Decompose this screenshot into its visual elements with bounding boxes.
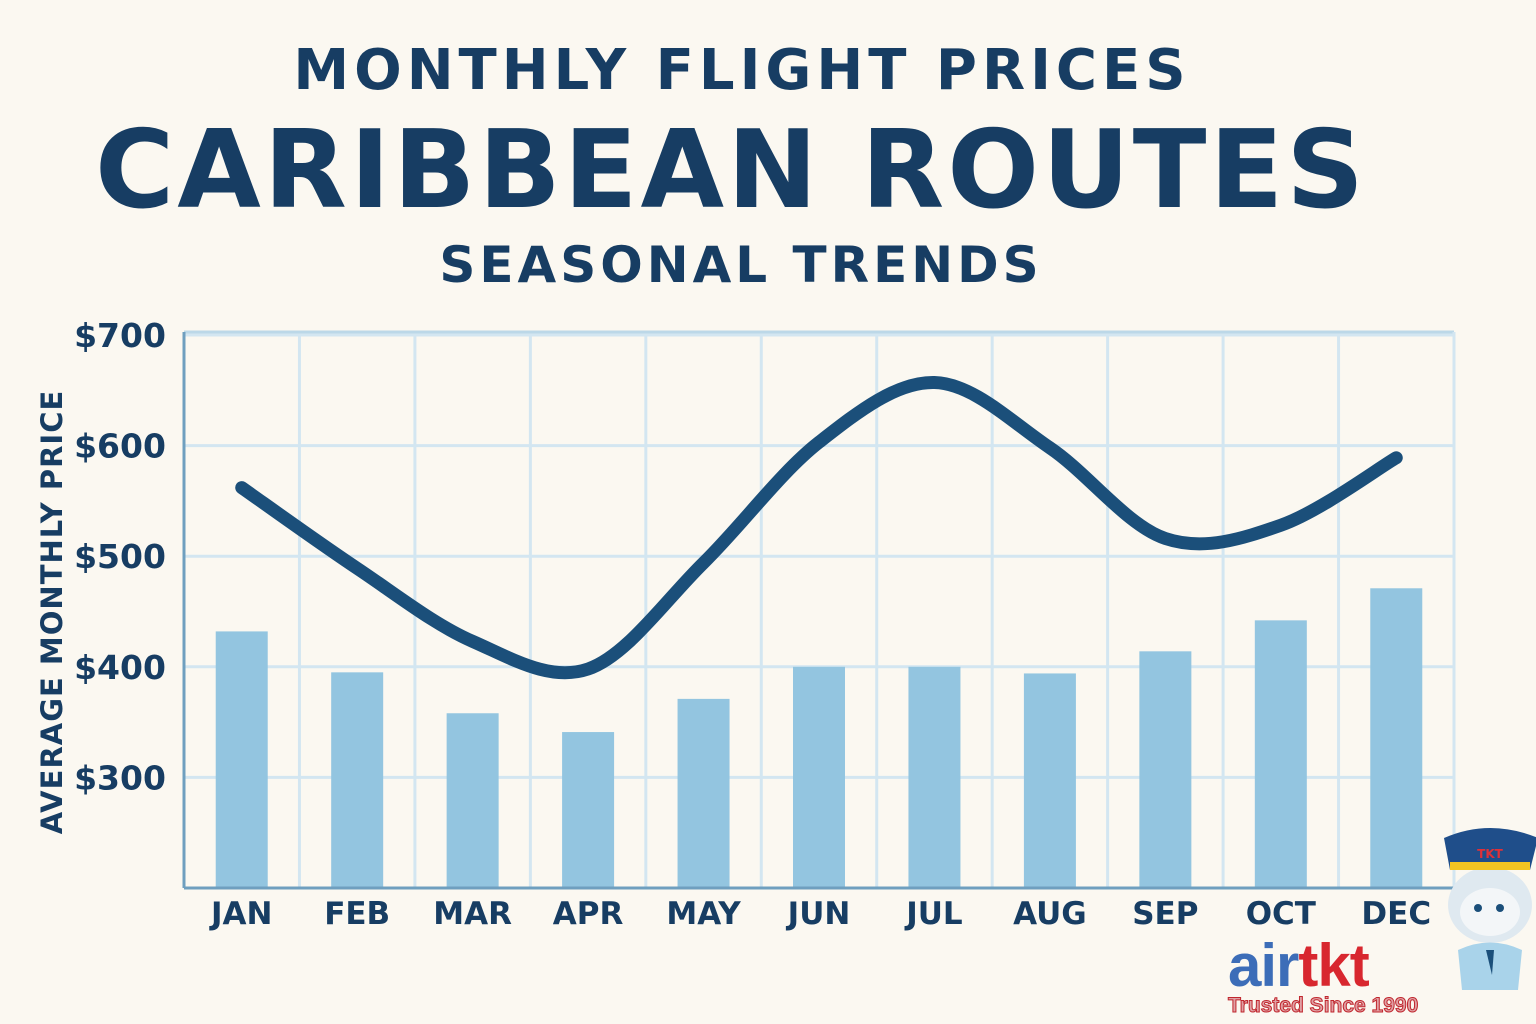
logo-part1: air — [1228, 932, 1299, 999]
x-tick-label-dec: DEC — [1361, 896, 1431, 932]
x-tick-label-aug: AUG — [1013, 896, 1087, 932]
x-tick-label-jul: JUL — [904, 896, 962, 932]
bar-may — [677, 698, 730, 888]
chart-subtitle: SEASONAL TRENDS — [439, 236, 1043, 294]
bar-dec — [1370, 588, 1423, 888]
x-tick-label-apr: APR — [553, 896, 624, 932]
y-tick-label: $600 — [74, 427, 166, 466]
logo-tagline: Trusted Since 1990 — [1227, 994, 1419, 1018]
bar-apr — [562, 732, 615, 888]
bar-sep — [1139, 651, 1192, 888]
y-tick-label: $500 — [74, 537, 166, 576]
bar-jul — [908, 666, 961, 888]
x-tick-label-jan: JAN — [209, 896, 272, 932]
price-trend-line — [235, 376, 1403, 680]
logo-part2: tkt — [1298, 932, 1369, 999]
bar-oct — [1254, 620, 1307, 888]
bar-jun — [793, 666, 845, 888]
bar-aug — [1023, 673, 1076, 888]
x-tick-label-feb: FEB — [324, 896, 390, 932]
y-tick-label: $700 — [74, 316, 166, 355]
x-tick-label-sep: SEP — [1132, 896, 1198, 932]
chart-title-line2: CARIBBEAN ROUTES — [94, 108, 1368, 233]
bar-mar — [446, 713, 499, 888]
x-tick-label-jun: JUN — [786, 896, 851, 932]
x-tick-label-may: MAY — [666, 896, 741, 932]
bar-feb — [331, 672, 384, 888]
y-tick-label: $300 — [74, 758, 166, 797]
x-tick-label-oct: OCT — [1246, 896, 1316, 932]
chart-title-line1: MONTHLY FLIGHT PRICES — [293, 38, 1191, 103]
x-tick-label-mar: MAR — [433, 896, 512, 932]
airtkt-logo: airtkt Trusted Since 1990 — [1227, 936, 1419, 1018]
y-tick-label: $400 — [74, 648, 166, 687]
bar-jan — [215, 631, 268, 888]
